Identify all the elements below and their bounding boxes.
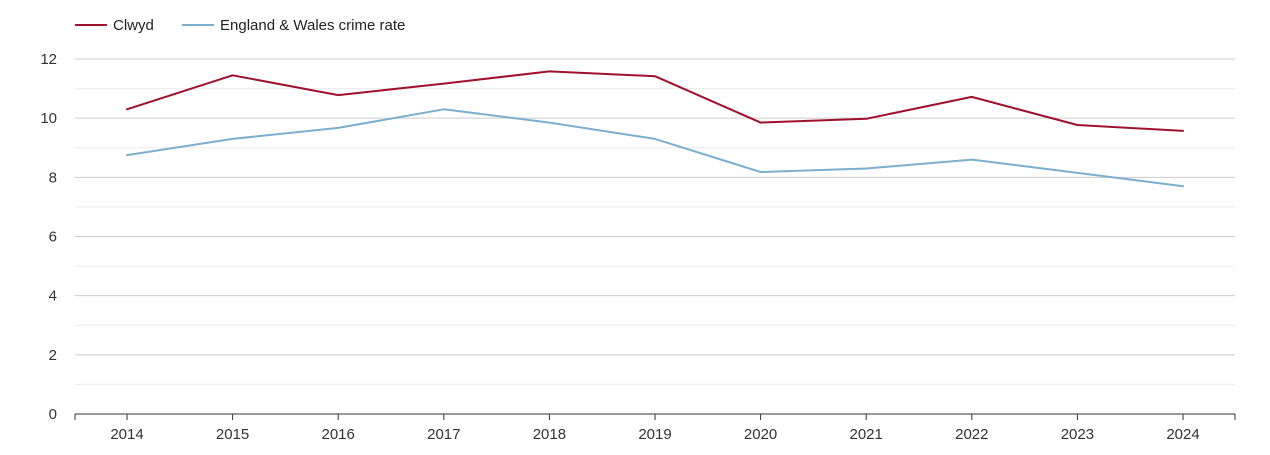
y-tick-label: 12	[40, 51, 57, 68]
x-tick-label: 2014	[110, 426, 143, 443]
y-tick-label: 10	[40, 110, 57, 127]
grid-layer	[75, 58, 1235, 385]
x-tick-label: 2023	[1061, 426, 1094, 443]
y-tick-label: 4	[49, 288, 57, 305]
y-tick-label: 8	[49, 169, 57, 186]
x-tick-label: 2015	[216, 426, 249, 443]
y-tick-label: 0	[49, 406, 57, 423]
legend-label: England & Wales crime rate	[220, 17, 405, 34]
x-tick-label: 2022	[955, 426, 988, 443]
x-tick-label: 2018	[533, 426, 566, 443]
series-line	[126, 70, 1184, 132]
series-line	[126, 108, 1184, 188]
legend-label: Clwyd	[113, 17, 154, 34]
x-tick-label: 2017	[427, 426, 460, 443]
x-tick-label: 2024	[1166, 426, 1199, 443]
x-tick-label: 2021	[850, 426, 883, 443]
series-layer	[126, 70, 1184, 188]
x-tick-label: 2020	[744, 426, 777, 443]
y-tick-label: 2	[49, 347, 57, 364]
x-tick-label: 2019	[638, 426, 671, 443]
x-tick-label: 2016	[322, 426, 355, 443]
axis-layer: 0 2 4 6 8 10 12 2014 2015 2016 2017 2018 2019 2020 202…	[40, 51, 1236, 443]
legend: Clwyd England & Wales crime rate	[75, 17, 405, 34]
y-tick-label: 6	[49, 229, 57, 246]
